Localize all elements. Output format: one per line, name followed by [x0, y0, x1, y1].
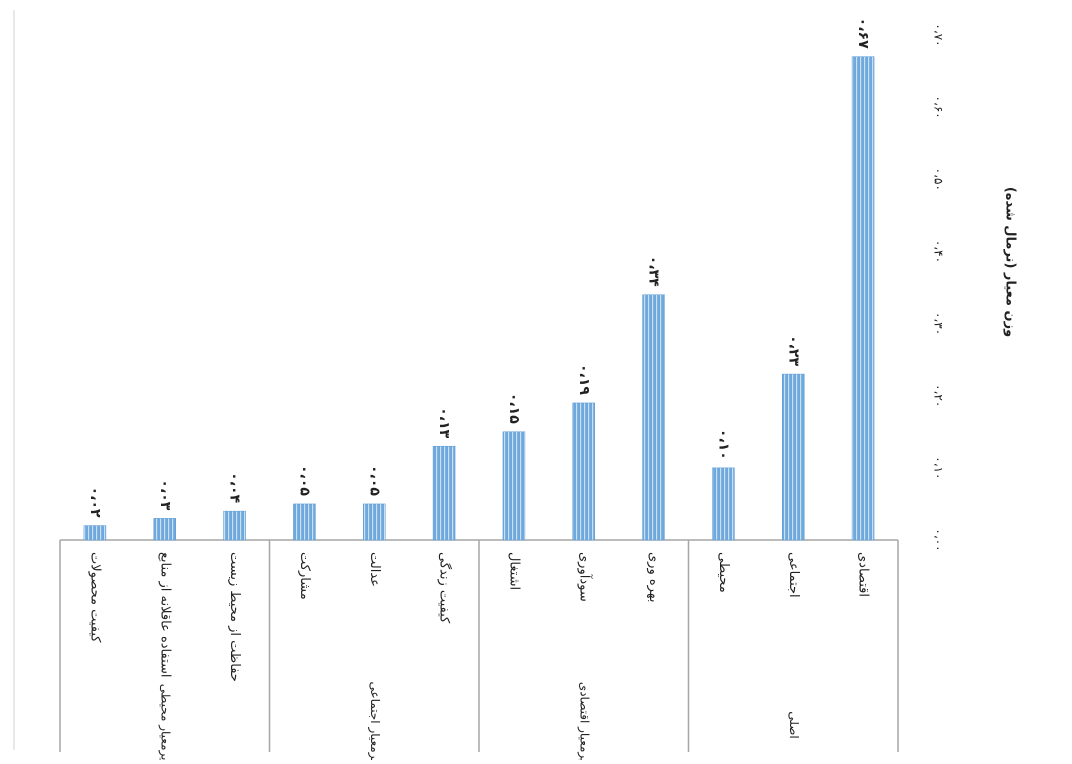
category-label: اشتغال — [506, 552, 521, 590]
tick-label: ۰،۴۰ — [932, 240, 946, 263]
group-label: زیرمعیار اجتماعی — [367, 682, 382, 761]
data-label: ۰،۰۵ — [366, 465, 382, 496]
data-label: ۰،۳۴ — [646, 256, 662, 287]
data-label: ۰،۶۷ — [855, 18, 871, 49]
bar — [153, 518, 176, 541]
data-label: ۰،۰۴ — [227, 472, 243, 503]
group-label: اصلی — [787, 711, 801, 739]
category-label: اقتصادی — [856, 552, 871, 597]
axis-title: وزن معیار (نرمال شده) — [1003, 187, 1018, 337]
data-label: ۰،۰۳ — [157, 479, 173, 510]
tick-label: ۰،۲۰ — [932, 384, 946, 407]
bar — [712, 467, 735, 541]
category-label: استفاده عاقلانه از منابع — [157, 552, 172, 678]
tick-label: ۰،۳۰ — [932, 312, 946, 335]
bar — [851, 56, 875, 541]
category-label: مشارکت — [297, 552, 312, 600]
bar — [223, 510, 246, 541]
tick-label: ۰،۱۰ — [932, 456, 946, 479]
bar — [642, 294, 665, 541]
bar — [432, 445, 456, 541]
category-label: عدالت — [367, 552, 382, 587]
category-label: اجتماعی — [786, 552, 801, 598]
category-label: بهره وری — [646, 552, 661, 602]
data-label: ۰،۰۵ — [296, 465, 312, 496]
tick-label: ۰،۶۰ — [932, 96, 946, 119]
tick-label: ۰،۰۰ — [932, 528, 946, 551]
tick-label: ۰،۵۰ — [932, 168, 946, 191]
bar — [572, 402, 595, 541]
category-label: سودآوری — [576, 552, 593, 602]
tick-label: ۰،۷۰ — [932, 23, 946, 46]
data-label: ۰،۱۰ — [715, 429, 731, 460]
data-label: ۰،۱۵ — [506, 393, 522, 424]
data-label: ۰،۰۲ — [87, 487, 103, 518]
bar — [363, 503, 386, 541]
category-label: حفاظت از محیط زیست — [227, 552, 242, 682]
category-label: کیفیت زندگی — [437, 552, 453, 624]
bar — [293, 503, 316, 541]
category-label: محیطی — [716, 552, 731, 593]
bar — [83, 525, 107, 541]
bar — [782, 373, 805, 541]
group-label: زیرمعیار اقتصادی — [576, 682, 591, 760]
data-label: ۰،۲۳ — [785, 335, 801, 366]
data-label: ۰،۱۹ — [576, 364, 592, 395]
data-label: ۰،۱۳ — [436, 407, 452, 438]
category-label: کیفیت محصولات — [87, 552, 102, 643]
group-label: زیرمعیار محیطی — [157, 684, 172, 760]
bar — [502, 431, 526, 541]
